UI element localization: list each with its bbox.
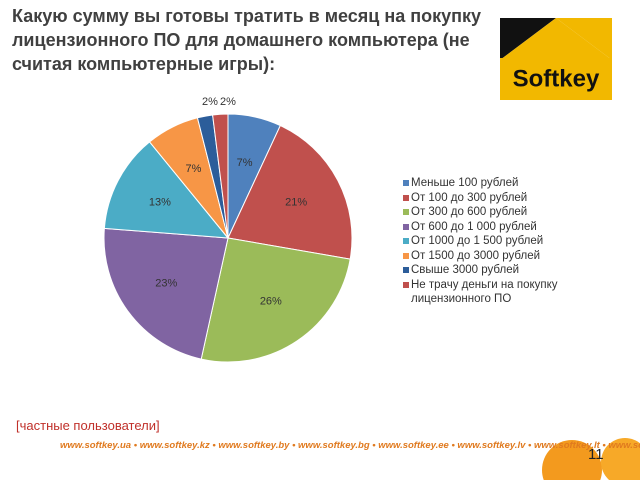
legend: Меньше 100 рублей От 100 до 300 рублей От … bbox=[403, 176, 578, 307]
footnote: [частные пользователи] bbox=[16, 418, 160, 433]
oranges bbox=[542, 438, 640, 480]
pie-slice bbox=[103, 227, 229, 360]
legend-label: От 1500 до 3000 рублей bbox=[411, 249, 541, 262]
legend-label: Свыше 3000 рублей bbox=[411, 264, 520, 276]
legend-swatch bbox=[403, 281, 409, 288]
legend-label: От 1000 до 1 500 рублей bbox=[411, 235, 544, 247]
legend-label: От 100 до 300 рублей bbox=[411, 191, 528, 204]
data-label: 13% bbox=[149, 196, 171, 208]
legend-item: От 300 до 600 рублей bbox=[403, 205, 578, 220]
title: Какую сумму вы готовы тратить в месяц на… bbox=[12, 6, 482, 74]
legend-item: Свыше 3000 рублей bbox=[403, 263, 578, 278]
data-label: 2% bbox=[220, 96, 236, 108]
pie-slice bbox=[227, 124, 353, 260]
data-label: 7% bbox=[185, 163, 201, 175]
logo-graphic bbox=[500, 18, 612, 100]
legend-swatch bbox=[403, 252, 409, 259]
legend-item: От 600 до 1 000 рублей bbox=[403, 220, 578, 235]
pie-slice bbox=[103, 141, 230, 239]
legend-label: От 600 до 1 000 рублей bbox=[411, 220, 537, 233]
legend-label: Меньше 100 рублей bbox=[411, 177, 519, 189]
pie-slice bbox=[212, 113, 229, 239]
legend-label: От 300 до 600 рублей bbox=[411, 206, 528, 218]
url-banner: www.softkey.ua • www.softkey.kz • www.so… bbox=[60, 440, 640, 451]
legend-label: Не трачу деньги на покупку лицензионного… bbox=[411, 278, 558, 306]
legend-swatch bbox=[403, 180, 409, 186]
legend-item: Не трачу деньги на покупку лицензионного… bbox=[403, 278, 578, 307]
data-label: 21% bbox=[285, 196, 307, 208]
logo-text: Softkey bbox=[513, 65, 600, 92]
legend-swatch bbox=[403, 209, 409, 215]
legend-item: Меньше 100 рублей bbox=[403, 176, 578, 191]
legend-item: От 1500 до 3000 рублей bbox=[403, 249, 578, 264]
pie-slice bbox=[200, 237, 351, 363]
legend-item: От 100 до 300 рублей bbox=[403, 191, 578, 206]
data-label: 2% bbox=[202, 96, 218, 108]
data-label: 7% bbox=[237, 157, 253, 169]
legend-swatch bbox=[403, 194, 409, 201]
legend-swatch bbox=[403, 238, 409, 244]
legend-item: От 1000 до 1 500 рублей bbox=[403, 234, 578, 249]
legend-swatch bbox=[403, 223, 409, 230]
data-label: 26% bbox=[260, 296, 282, 308]
page-number: 11 bbox=[588, 446, 604, 463]
data-label: 23% bbox=[155, 278, 177, 290]
legend-swatch bbox=[403, 267, 409, 273]
